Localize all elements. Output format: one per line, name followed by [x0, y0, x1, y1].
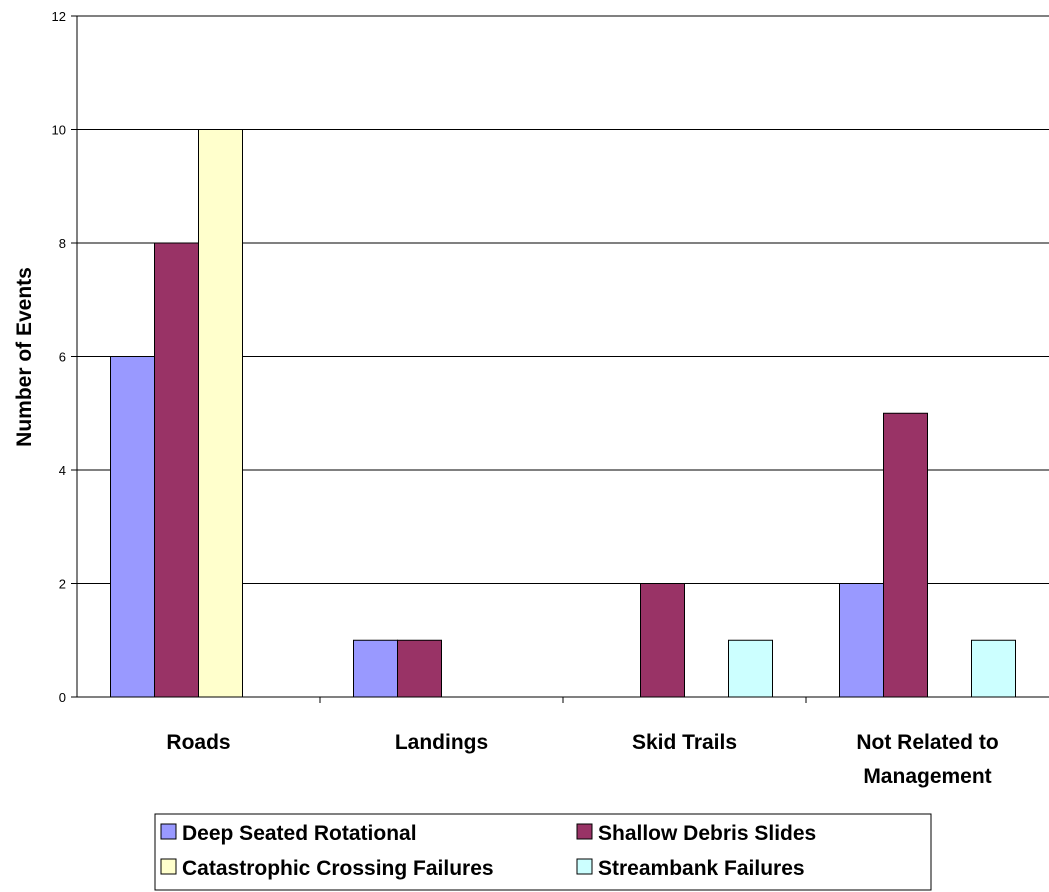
x-category-label: Not Related to	[856, 731, 998, 754]
bars	[110, 129, 1016, 698]
y-axis-title: Number of Events	[13, 267, 36, 447]
y-tick-label: 10	[52, 123, 66, 138]
x-category-label: Roads	[166, 731, 230, 754]
legend-label: Streambank Failures	[598, 857, 805, 880]
bar	[883, 412, 928, 698]
legend-swatch	[160, 858, 177, 875]
legend: Deep Seated Rotational Shallow Debris Sli…	[154, 813, 932, 891]
legend-label: Deep Seated Rotational	[182, 822, 417, 845]
y-tick-label: 8	[59, 236, 66, 251]
x-category-label: Management	[863, 765, 991, 788]
bar	[839, 583, 884, 698]
x-category-label: Skid Trails	[632, 731, 737, 754]
legend-label: Catastrophic Crossing Failures	[182, 857, 494, 880]
bar	[198, 129, 243, 698]
bar	[728, 639, 773, 698]
legend-swatch	[576, 823, 593, 840]
y-tick-label: 4	[59, 463, 66, 478]
bar	[154, 242, 199, 698]
axes: 0 2 4 6 8 10 12 Roads Landings Skid Trails Not Rel…	[52, 9, 1049, 788]
legend-swatch	[160, 823, 177, 840]
y-tick-label: 2	[59, 577, 66, 592]
y-tick-label: 0	[59, 690, 66, 705]
bar	[640, 583, 685, 698]
y-tick-label: 6	[59, 350, 66, 365]
legend-swatch	[576, 858, 593, 875]
y-tick-label: 12	[52, 9, 66, 24]
bar	[110, 356, 155, 698]
legend-label: Shallow Debris Slides	[598, 822, 816, 845]
bar	[397, 639, 442, 698]
legend-box	[154, 813, 932, 891]
bar	[971, 639, 1016, 698]
x-category-label: Landings	[395, 731, 488, 754]
bar	[353, 639, 398, 698]
